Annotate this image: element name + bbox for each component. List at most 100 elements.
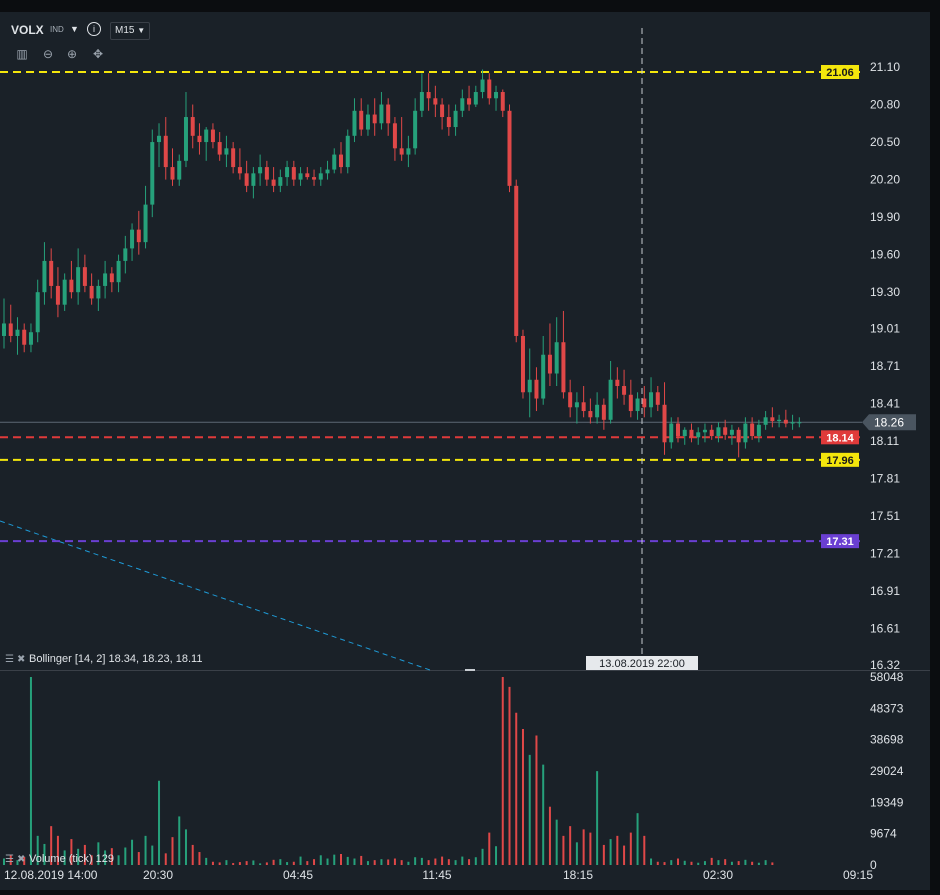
candle-down	[662, 404, 667, 443]
candle-up	[797, 422, 802, 424]
price-tick-label: 18.41	[870, 397, 900, 411]
candle-down	[190, 117, 195, 136]
crosshair-icon[interactable]: ✥	[92, 47, 104, 61]
candle-down	[467, 98, 472, 105]
volume-panel	[0, 671, 930, 867]
candle-up	[574, 402, 579, 408]
candle-down	[622, 386, 627, 395]
crosshair-time-label: 13.08.2019 22:00	[599, 658, 685, 670]
lower-yellow-level-tag-label: 17.96	[826, 455, 854, 467]
price-tick-label: 19.30	[870, 285, 900, 299]
candle-down	[709, 429, 714, 437]
candle-up	[649, 392, 654, 408]
candle-up	[251, 173, 256, 186]
candle-down	[271, 179, 276, 186]
candle-down	[568, 392, 573, 408]
candle-down	[736, 429, 741, 443]
candle-up	[204, 129, 209, 143]
candle-up	[419, 92, 424, 111]
bars-icon[interactable]: ▥	[16, 47, 28, 61]
candle-up	[76, 267, 81, 293]
candle-up	[258, 167, 263, 174]
candle-down	[520, 335, 525, 393]
price-tick-label: 20.20	[870, 173, 900, 187]
candle-up	[177, 160, 182, 180]
chevron-down-icon: ▼	[137, 26, 146, 35]
candle-up	[480, 79, 485, 93]
candle-up	[352, 110, 357, 136]
candle-down	[655, 392, 660, 405]
info-icon[interactable]: i	[87, 22, 101, 36]
candle-down	[399, 148, 404, 155]
candle-up	[157, 135, 162, 143]
candle-up	[42, 260, 47, 293]
lower-yellow-level-tag-bg	[821, 452, 859, 467]
price-tick-label: 18.11	[870, 434, 899, 448]
chevron-down-icon[interactable]: ▼	[70, 24, 79, 34]
red-level-tag-bg	[821, 430, 859, 445]
upper-yellow-level-tag-bg	[821, 65, 859, 80]
price-tick-label: 17.81	[870, 472, 900, 486]
candle-up	[413, 110, 418, 149]
candle-down	[440, 104, 445, 118]
price-tick-label: 16.61	[870, 622, 900, 636]
candle-down	[615, 379, 620, 387]
price-tick-label: 17.21	[870, 547, 900, 561]
time-axis-panel	[0, 867, 930, 890]
candle-up	[453, 110, 458, 128]
candle-down	[500, 92, 505, 111]
candle-down	[372, 114, 377, 124]
candle-up	[729, 429, 734, 435]
candle-up	[318, 173, 323, 180]
candle-down	[69, 279, 74, 293]
volume-tick-label: 0	[870, 858, 877, 872]
candle-up	[541, 354, 546, 399]
candle-up	[716, 427, 721, 437]
candle-down	[392, 123, 397, 149]
crosshair-label-bg	[586, 656, 698, 670]
top-bar	[0, 0, 940, 12]
zoom-out-icon[interactable]: ⊖	[42, 47, 54, 61]
candle-up	[365, 114, 370, 130]
candle-down	[601, 404, 606, 420]
candle-down	[339, 154, 343, 168]
purple-level-tag-bg	[821, 534, 859, 549]
candle-down	[197, 135, 202, 143]
timeframe-select[interactable]: M15 ▼	[110, 22, 151, 40]
candle-up	[143, 204, 148, 243]
candle-down	[8, 323, 13, 336]
candle-down	[312, 177, 317, 180]
candle-up	[285, 167, 290, 178]
close-icon: ✖	[17, 654, 25, 665]
volume-tick-label: 58048	[870, 670, 904, 684]
candle-up	[15, 329, 20, 336]
candle-down	[237, 167, 242, 174]
candle-up	[183, 117, 188, 161]
candle-down	[561, 342, 566, 393]
zoom-in-icon[interactable]: ⊕	[66, 47, 78, 61]
candle-up	[702, 429, 707, 433]
candle-up	[682, 429, 687, 437]
symbol-label[interactable]: VOLX	[11, 23, 44, 37]
candle-down	[109, 273, 114, 283]
candle-up	[130, 229, 135, 249]
candle-up	[460, 98, 465, 111]
price-panel	[0, 12, 930, 670]
candle-down	[783, 419, 788, 424]
candle-down	[676, 423, 680, 437]
price-tick-label: 16.32	[870, 658, 900, 672]
candle-up	[743, 423, 748, 443]
candle-up	[96, 285, 101, 299]
candle-up	[406, 148, 411, 155]
candle-down	[642, 398, 647, 408]
volume-tick-label: 29024	[870, 764, 904, 778]
purple-level-tag-label: 17.31	[826, 536, 854, 548]
candle-up	[116, 260, 121, 283]
candle-up	[696, 432, 701, 438]
price-tick-label: 20.80	[870, 98, 900, 112]
candle-up	[763, 417, 768, 425]
candle-down	[446, 117, 451, 128]
candle-up	[278, 177, 283, 186]
